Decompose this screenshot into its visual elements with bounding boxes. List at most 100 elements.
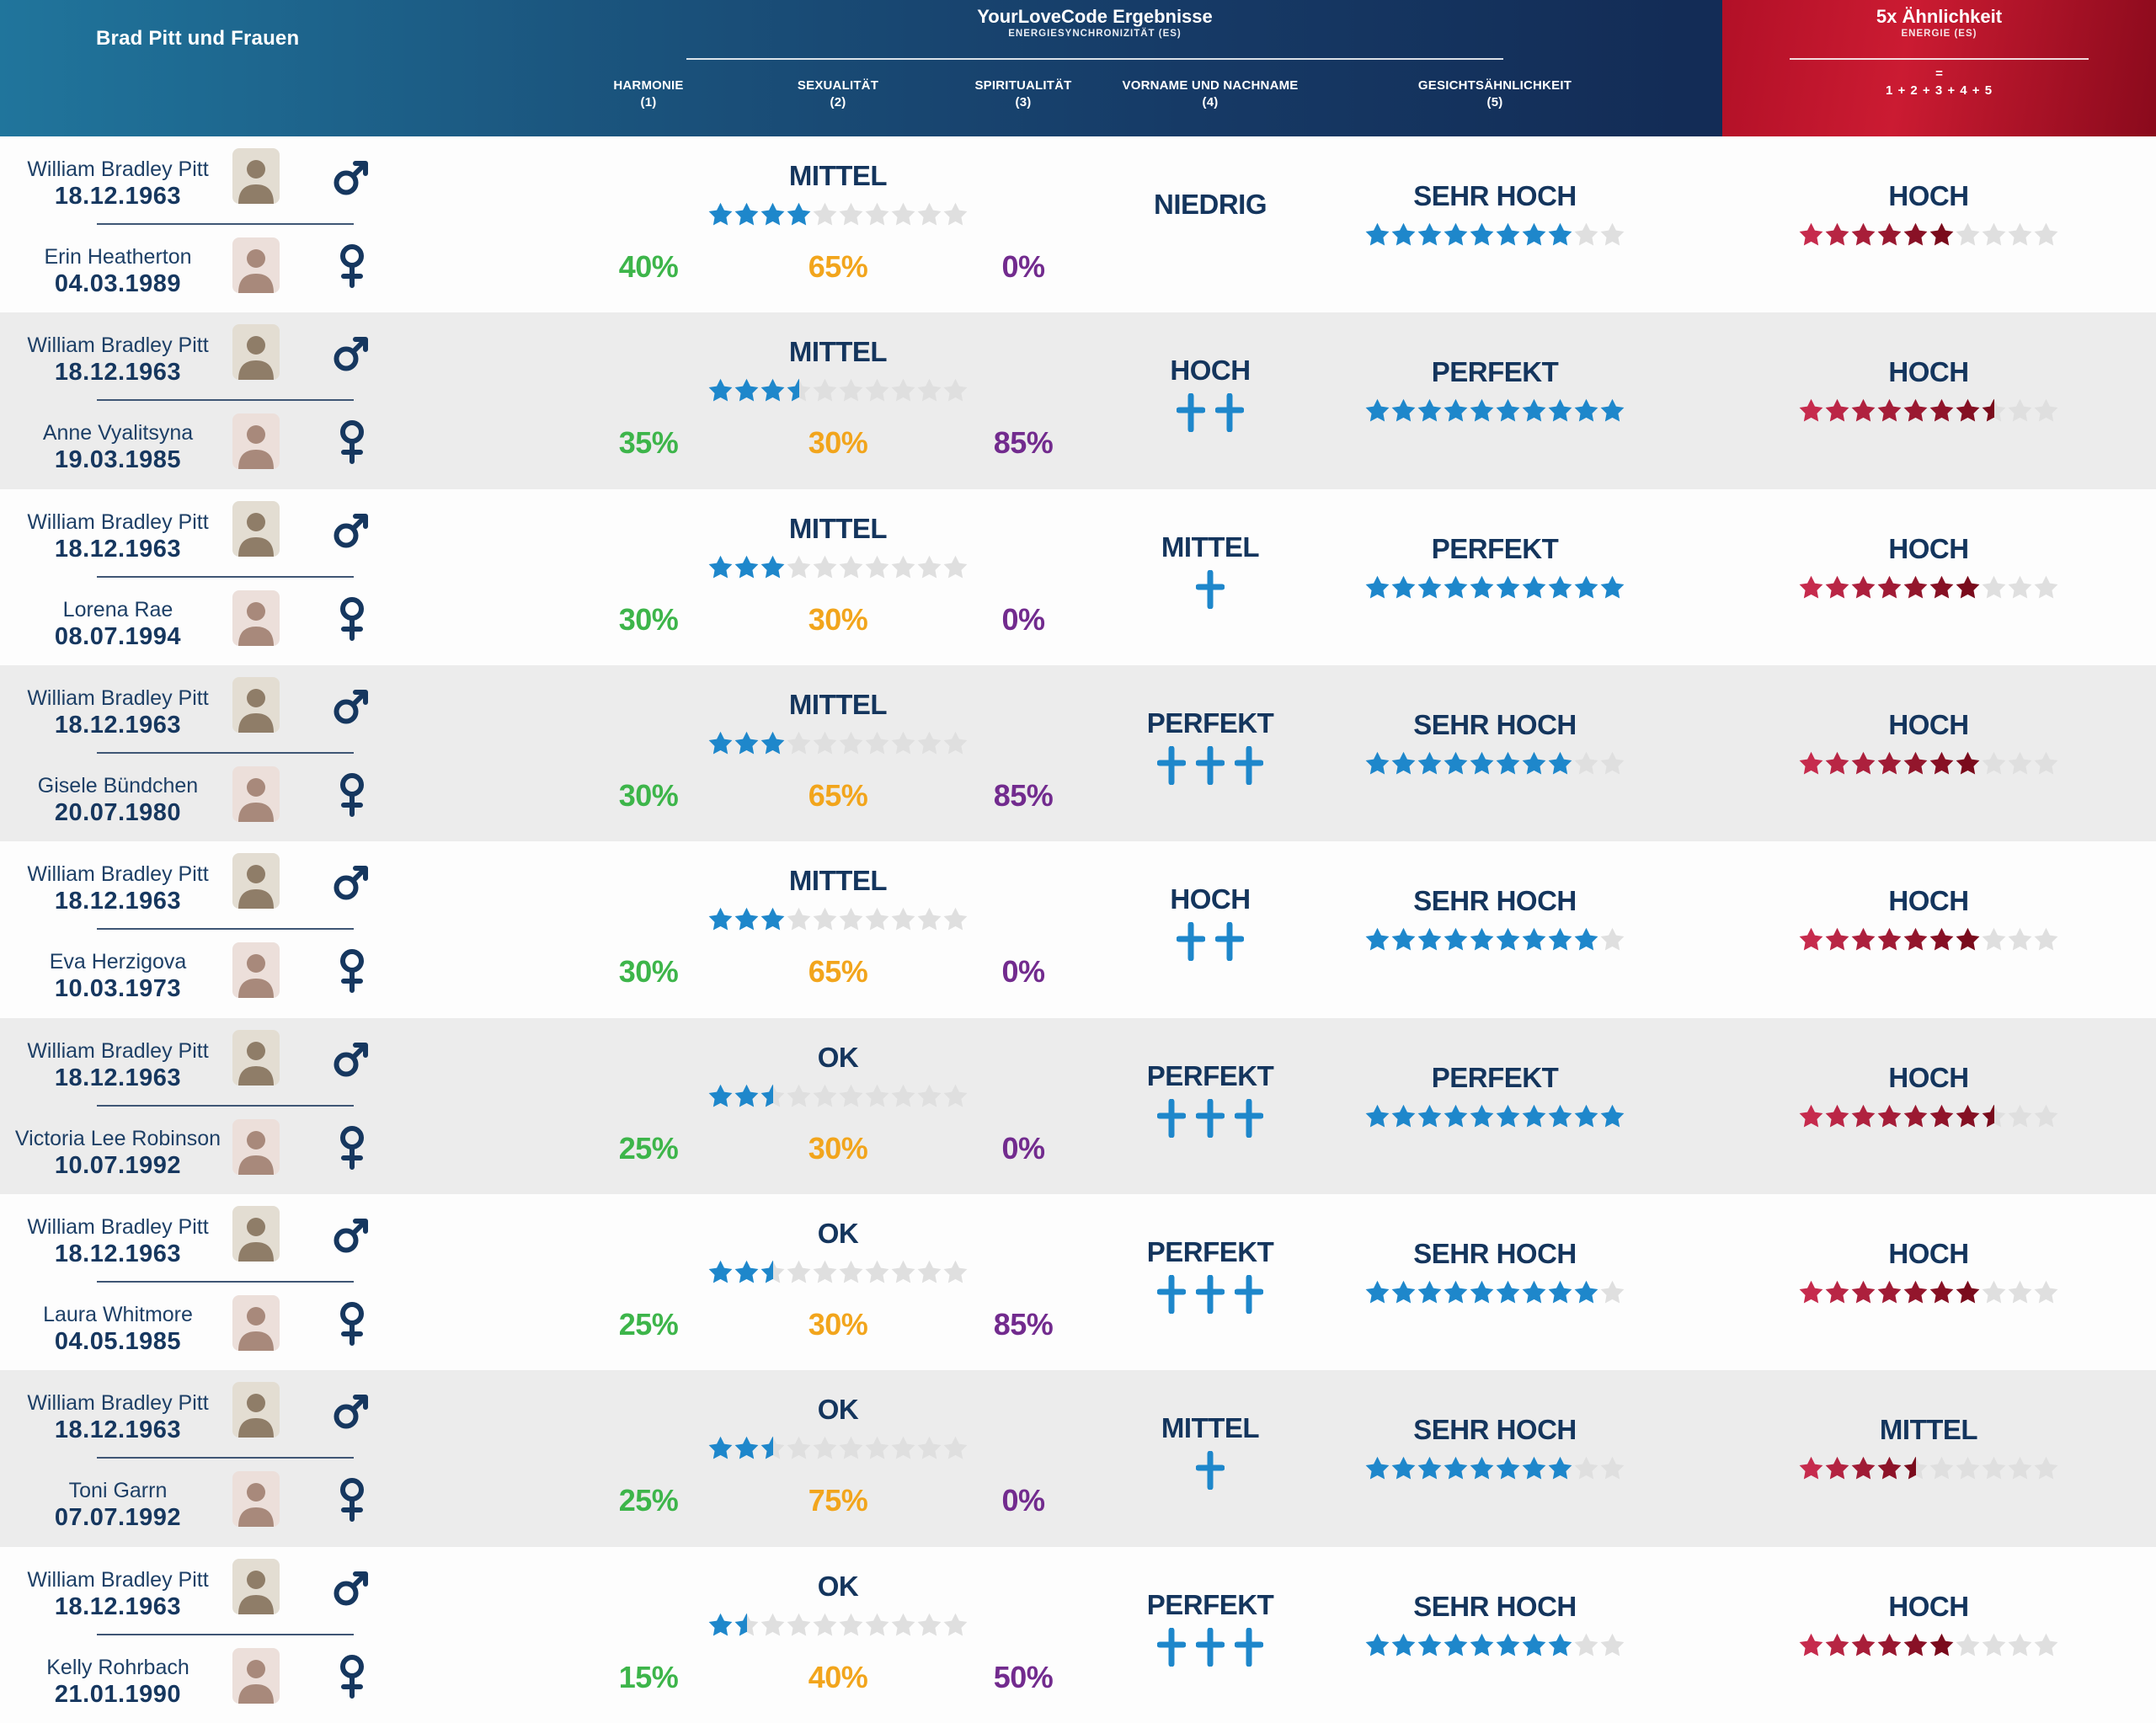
female-person: Toni Garrn 07.07.1992 bbox=[0, 1478, 236, 1532]
female-icon bbox=[335, 420, 369, 468]
female-person: Laura Whitmore 04.05.1985 bbox=[0, 1302, 236, 1356]
person-birthdate: 18.12.1963 bbox=[54, 359, 182, 387]
sexualitaet-percent: 30% bbox=[808, 425, 868, 461]
similarity-equals: = bbox=[1935, 67, 1943, 81]
person-birthdate: 18.12.1963 bbox=[54, 183, 182, 210]
header: Brad Pitt und Frauen YourLoveCode Ergebn… bbox=[0, 0, 2156, 136]
aehnlichkeit-star-rating bbox=[1769, 1456, 2089, 1480]
sexualitaet-star-rating bbox=[691, 378, 985, 402]
column-header-spiritualitaet: SPIRITUALITÄT (3) bbox=[897, 77, 1150, 111]
harmonie-cell: 15% bbox=[522, 1547, 775, 1723]
harmonie-cell: 40% bbox=[522, 136, 775, 312]
gesicht-star-rating bbox=[1335, 398, 1655, 422]
column-label: VORNAME UND NACHNAME bbox=[1122, 78, 1299, 93]
table-row: William Bradley Pitt 18.12.1963 Kelly Ro… bbox=[0, 1546, 2156, 1723]
vorname-plus-signs bbox=[1075, 1274, 1345, 1314]
spiritualitaet-cell: 0% bbox=[897, 489, 1150, 665]
sexualitaet-star-rating bbox=[691, 1613, 985, 1636]
vorname-label: HOCH bbox=[1170, 883, 1251, 915]
page-title: Brad Pitt und Frauen bbox=[96, 27, 300, 50]
male-person: William Bradley Pitt 18.12.1963 bbox=[0, 1567, 236, 1621]
spiritualitaet-cell: 0% bbox=[897, 841, 1150, 1017]
person-birthdate: 10.03.1973 bbox=[54, 975, 182, 1003]
vorname-nachname-cell: HOCH bbox=[1075, 312, 1345, 488]
column-header-vorname: VORNAME UND NACHNAME (4) bbox=[1084, 77, 1337, 111]
couple-divider bbox=[97, 575, 354, 578]
aehnlichkeit-label: HOCH bbox=[1888, 708, 1969, 740]
spiritualitaet-percent: 0% bbox=[1001, 1130, 1045, 1166]
vorname-nachname-cell: PERFEKT bbox=[1075, 1018, 1345, 1194]
couple-cell: William Bradley Pitt 18.12.1963 Erin Hea… bbox=[0, 136, 421, 312]
gesicht-label: PERFEKT bbox=[1431, 532, 1559, 564]
vorname-label: MITTEL bbox=[1161, 1412, 1260, 1444]
gesicht-label: SEHR HOCH bbox=[1413, 1414, 1577, 1446]
couple-cell: William Bradley Pitt 18.12.1963 Laura Wh… bbox=[0, 1194, 421, 1370]
gesicht-star-rating bbox=[1335, 1104, 1655, 1128]
male-person: William Bradley Pitt 18.12.1963 bbox=[0, 1038, 236, 1092]
aehnlichkeit-label: HOCH bbox=[1888, 885, 1969, 917]
female-person: Anne Vyalitsyna 19.03.1985 bbox=[0, 420, 236, 474]
aehnlichkeit-cell: HOCH bbox=[1769, 1547, 2089, 1723]
sexualitaet-cell: OK 40% bbox=[691, 1547, 985, 1723]
female-icon bbox=[335, 244, 369, 292]
couple-cell: William Bradley Pitt 18.12.1963 Gisele B… bbox=[0, 665, 421, 841]
aehnlichkeit-label: HOCH bbox=[1888, 1590, 1969, 1622]
gesicht-star-rating bbox=[1335, 575, 1655, 599]
person-birthdate: 04.03.1989 bbox=[54, 270, 182, 297]
spiritualitaet-percent: 0% bbox=[1001, 954, 1045, 990]
photo-brad-pitt bbox=[232, 1382, 280, 1438]
table-row: William Bradley Pitt 18.12.1963 Erin Hea… bbox=[0, 136, 2156, 313]
couple-divider bbox=[97, 223, 354, 225]
vorname-plus-signs bbox=[1075, 393, 1345, 433]
harmonie-percent: 15% bbox=[618, 1659, 679, 1694]
vorname-nachname-cell: MITTEL bbox=[1075, 489, 1345, 665]
table-row: William Bradley Pitt 18.12.1963 Victoria… bbox=[0, 1017, 2156, 1194]
couple-divider bbox=[97, 751, 354, 754]
female-icon bbox=[335, 949, 369, 997]
couple-divider bbox=[97, 1457, 354, 1459]
table-row: William Bradley Pitt 18.12.1963 Gisele B… bbox=[0, 664, 2156, 842]
results-table: William Bradley Pitt 18.12.1963 Erin Hea… bbox=[0, 136, 2156, 1723]
photo-brad-pitt bbox=[232, 148, 280, 204]
male-person: William Bradley Pitt 18.12.1963 bbox=[0, 685, 236, 739]
male-person: William Bradley Pitt 18.12.1963 bbox=[0, 1214, 236, 1268]
table-row: William Bradley Pitt 18.12.1963 Eva Herz… bbox=[0, 841, 2156, 1018]
female-icon bbox=[335, 1125, 369, 1174]
spiritualitaet-cell: 0% bbox=[897, 1370, 1150, 1546]
aehnlichkeit-cell: HOCH bbox=[1769, 841, 2089, 1017]
couple-divider bbox=[97, 928, 354, 931]
male-person: William Bradley Pitt 18.12.1963 bbox=[0, 862, 236, 915]
sexualitaet-cell: MITTEL 65% bbox=[691, 136, 985, 312]
female-person: Kelly Rohrbach 21.01.1990 bbox=[0, 1655, 236, 1709]
person-name: William Bradley Pitt bbox=[27, 862, 209, 887]
spiritualitaet-cell: 50% bbox=[897, 1547, 1150, 1723]
aehnlichkeit-cell: HOCH bbox=[1769, 136, 2089, 312]
person-name: William Bradley Pitt bbox=[27, 509, 209, 534]
sexualitaet-star-rating bbox=[691, 1084, 985, 1107]
column-number: (3) bbox=[1015, 95, 1032, 109]
person-birthdate: 08.07.1994 bbox=[54, 622, 182, 650]
gesicht-label: SEHR HOCH bbox=[1413, 180, 1577, 211]
couple-divider bbox=[97, 1104, 354, 1107]
sexualitaet-label: MITTEL bbox=[788, 688, 888, 720]
person-name: Lorena Rae bbox=[62, 597, 173, 621]
person-birthdate: 18.12.1963 bbox=[54, 888, 182, 915]
person-birthdate: 04.05.1985 bbox=[54, 1327, 182, 1355]
aehnlichkeit-cell: HOCH bbox=[1769, 312, 2089, 488]
couple-cell: William Bradley Pitt 18.12.1963 Kelly Ro… bbox=[0, 1547, 421, 1723]
harmonie-percent: 25% bbox=[618, 1483, 679, 1518]
similarity-divider-line bbox=[1790, 58, 2089, 60]
photo-partner bbox=[232, 1647, 280, 1704]
male-icon bbox=[332, 687, 371, 730]
vorname-plus-signs bbox=[1075, 922, 1345, 962]
aehnlichkeit-cell: HOCH bbox=[1769, 489, 2089, 665]
sexualitaet-percent: 30% bbox=[808, 1130, 868, 1166]
vorname-nachname-cell: NIEDRIG bbox=[1075, 136, 1345, 312]
vorname-label: HOCH bbox=[1170, 355, 1251, 387]
person-name: William Bradley Pitt bbox=[27, 333, 209, 358]
female-icon bbox=[335, 1654, 369, 1703]
person-birthdate: 20.07.1980 bbox=[54, 798, 182, 826]
couple-cell: William Bradley Pitt 18.12.1963 Toni Gar… bbox=[0, 1370, 421, 1546]
gesicht-label: PERFEKT bbox=[1431, 356, 1559, 388]
sexualitaet-cell: MITTEL 65% bbox=[691, 841, 985, 1017]
